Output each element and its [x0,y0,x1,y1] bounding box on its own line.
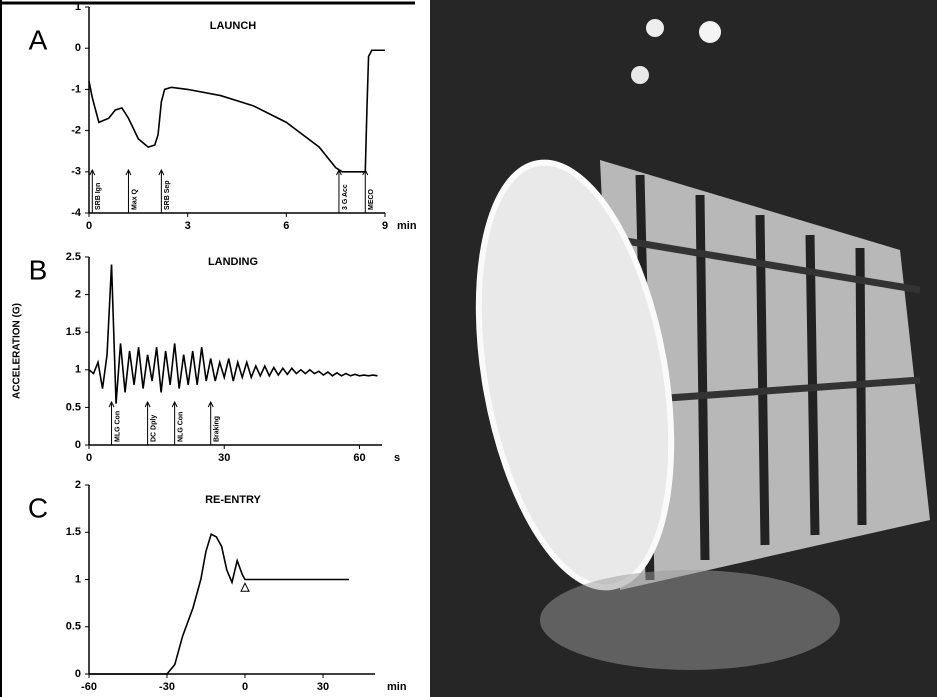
photo [430,0,937,697]
event-label: NLG Con [177,412,184,442]
x-tick-label: 60 [353,452,365,464]
y-tick-label: 1 [75,364,81,376]
event-label: SRB Ign [95,183,102,210]
x-axis-label: min [397,220,417,232]
y-tick-label: -2 [71,125,81,137]
figure: A LAUNCH -4 -3 -2 -1 0 1 0 3 6 9 min SRB Ign Max Q SRB … [0,0,937,697]
line [89,265,377,404]
x-tick-label: 9 [382,220,388,232]
event-label: SRB Sep [164,180,171,210]
event-label: MLG Con [114,411,121,442]
marker-triangle [241,583,249,591]
panel-letter: B [29,254,48,285]
page: {"chart_data": [ {"type": "line", "panel… [0,0,937,697]
y-tick-label: 1.5 [66,526,81,538]
y-tick-label: 1 [75,1,81,13]
x-axis-label: s [394,452,400,464]
y-tick-label: -4 [71,207,82,219]
y-tick-label: 0 [75,439,81,451]
chart-title: LANDING [208,256,258,268]
event-label: MECO [368,188,375,210]
y-tick-label: 1 [75,573,81,585]
y-tick-label: 0 [75,668,81,680]
y-tick-label: 2.5 [66,251,81,263]
y-tick-label: 2 [75,289,81,301]
panel-letter: A [29,24,48,55]
y-tick-label: 0.5 [66,401,81,413]
line [89,534,349,674]
chart-title: LAUNCH [210,20,256,32]
x-tick-label: 3 [185,220,191,232]
event-label: Braking [214,416,221,442]
x-tick-label: -60 [81,681,97,693]
x-tick-label: -30 [159,681,175,693]
y-tick-label: 2 [75,479,81,491]
y-tick-label: -1 [71,83,81,95]
x-tick-label: 0 [86,452,92,464]
x-tick-label: 30 [317,681,329,693]
event-label: Max Q [131,188,138,210]
event-label: DC Dply [150,415,157,442]
x-tick-label: 6 [283,220,289,232]
y-tick-label: 0 [75,42,81,54]
event-label: 3 G Acc [342,184,349,210]
x-tick-label: 0 [86,220,92,232]
x-tick-label: 30 [218,452,230,464]
x-tick-label: 0 [242,681,248,693]
line [89,50,385,172]
y-axis-label: ACCELERATION (G) [12,303,23,399]
chart-title: RE-ENTRY [205,494,261,506]
y-tick-label: 0.5 [66,621,81,633]
y-tick-label: 1.5 [66,326,81,338]
panel-letter: C [28,492,48,523]
x-axis-label: min [387,681,407,693]
y-tick-label: -3 [71,166,81,178]
